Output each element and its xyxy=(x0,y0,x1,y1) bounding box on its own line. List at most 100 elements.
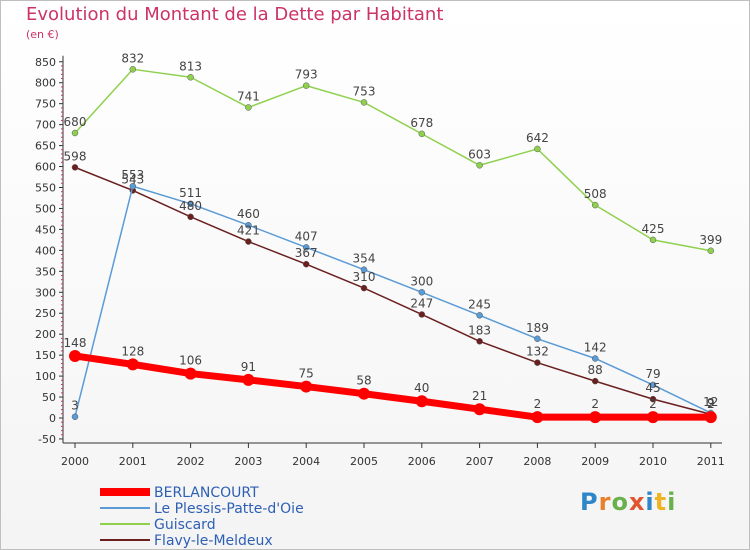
data-point xyxy=(531,411,544,424)
data-label: 21 xyxy=(472,389,487,403)
y-tick-label: 850 xyxy=(35,56,56,69)
data-point xyxy=(302,244,310,251)
y-tick-label: 600 xyxy=(35,161,56,174)
y-tick-label: 550 xyxy=(35,181,56,194)
data-label: 598 xyxy=(64,149,87,163)
y-axis: -50 0 50 100 150 200 250 300 350 400 450 500 550 600 6… xyxy=(35,55,64,446)
data-point xyxy=(473,403,486,416)
data-point xyxy=(647,411,659,424)
data-point xyxy=(649,381,657,389)
data-point xyxy=(245,104,252,111)
y-tick-label: 200 xyxy=(35,328,56,341)
data-label: 741 xyxy=(237,89,260,103)
data-point xyxy=(242,373,255,386)
x-tick-label: 2005 xyxy=(350,455,378,468)
y-tick-label: 150 xyxy=(35,349,56,362)
data-label: 189 xyxy=(526,321,549,335)
y-tick-label: 0 xyxy=(49,412,56,425)
data-point xyxy=(187,74,194,81)
data-point xyxy=(418,311,426,318)
data-point xyxy=(187,200,194,208)
data-point xyxy=(300,380,313,393)
data-point xyxy=(418,289,426,296)
data-point xyxy=(187,213,194,221)
data-label: 106 xyxy=(179,354,202,368)
data-point xyxy=(71,129,79,137)
legend-label: Guiscard xyxy=(154,517,216,533)
series-line xyxy=(74,68,711,252)
logo-letter: i xyxy=(645,488,655,516)
data-point xyxy=(302,82,310,89)
data-label: 543 xyxy=(121,172,144,186)
x-tick-label: 2011 xyxy=(697,455,725,468)
data-point xyxy=(591,355,599,362)
data-point xyxy=(71,413,79,420)
data-point xyxy=(591,377,599,385)
data-label-layer: 6808328137417937536786036425084253995985… xyxy=(64,51,723,412)
data-label: 425 xyxy=(642,222,665,236)
y-tick-label: 100 xyxy=(35,370,56,383)
x-tick-label: 2009 xyxy=(581,455,609,468)
data-point xyxy=(360,284,368,292)
data-point xyxy=(245,221,252,229)
data-point xyxy=(649,236,657,244)
data-label: 680 xyxy=(64,115,87,129)
data-label: 300 xyxy=(410,274,433,288)
data-point xyxy=(69,349,81,362)
data-label: 183 xyxy=(468,323,491,337)
series-layer xyxy=(69,66,717,424)
data-label: 753 xyxy=(353,84,376,98)
data-label: 642 xyxy=(526,131,549,145)
data-label: 367 xyxy=(295,246,318,260)
logo-letter: i xyxy=(667,488,677,516)
data-point xyxy=(71,164,79,171)
data-point xyxy=(589,411,602,424)
legend-label: Flavy-le-Meldeux xyxy=(154,533,273,549)
data-point xyxy=(476,338,483,345)
y-tick-label: 750 xyxy=(35,98,56,111)
data-label: 132 xyxy=(526,345,549,359)
data-label: 58 xyxy=(356,374,371,388)
data-point xyxy=(358,387,370,400)
data-label: 12 xyxy=(703,395,718,409)
x-tick-label: 2008 xyxy=(523,455,551,468)
data-label: 310 xyxy=(353,270,376,284)
x-tick-label: 2010 xyxy=(639,455,667,468)
logo-letter: o xyxy=(611,488,629,516)
data-label: 91 xyxy=(241,360,256,374)
data-label: 421 xyxy=(237,224,260,238)
data-label: 142 xyxy=(584,340,607,354)
data-point xyxy=(360,266,368,273)
x-tick-label: 2003 xyxy=(234,455,262,468)
data-label: 79 xyxy=(645,367,660,381)
series-line xyxy=(74,166,711,415)
data-label: 9 xyxy=(707,396,715,410)
series-line xyxy=(74,352,711,421)
data-point xyxy=(534,359,541,366)
data-label: 2 xyxy=(534,397,542,411)
y-tick-label: 800 xyxy=(35,77,56,90)
series-line xyxy=(74,185,712,417)
legend-label: Le Plessis-Patte-d'Oie xyxy=(154,501,304,517)
logo-letter: P xyxy=(580,488,599,516)
data-label: 45 xyxy=(645,381,660,395)
data-label: 832 xyxy=(121,51,144,65)
data-point xyxy=(129,66,137,73)
data-label: 247 xyxy=(410,296,433,310)
data-label: 511 xyxy=(179,186,202,200)
y-tick-label: 300 xyxy=(35,286,56,299)
data-label: 603 xyxy=(468,147,491,161)
data-label: 354 xyxy=(353,252,376,266)
data-point xyxy=(707,247,715,255)
chart-title: Evolution du Montant de la Dette par Hab… xyxy=(26,4,444,25)
data-point xyxy=(245,238,252,245)
proxiti-logo: Proxiti xyxy=(580,488,676,516)
y-tick-label: 400 xyxy=(35,244,56,257)
legend-label: BERLANCOURT xyxy=(154,485,259,501)
data-label: 3 xyxy=(71,399,79,413)
data-label: 460 xyxy=(237,207,260,221)
data-label: 407 xyxy=(295,229,318,243)
